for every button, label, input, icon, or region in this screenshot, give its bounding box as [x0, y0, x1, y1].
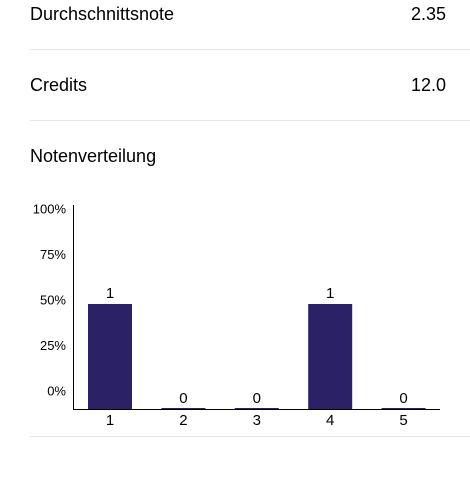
value-label: 0 — [179, 390, 187, 407]
y-tick-label: 75% — [40, 247, 66, 262]
value-label: 0 — [399, 390, 407, 407]
bar — [308, 304, 353, 409]
x-tick-label: 4 — [326, 412, 334, 429]
x-tick-label: 1 — [106, 412, 114, 429]
value-label: 0 — [253, 390, 261, 407]
row-value: 12.0 — [411, 75, 446, 95]
row-label: Durchschnittsnote — [30, 4, 174, 24]
y-tick-label: 50% — [40, 292, 66, 307]
bar — [381, 408, 426, 409]
y-tick-label: 100% — [33, 201, 67, 216]
bar — [88, 304, 132, 409]
value-label: 1 — [326, 285, 334, 302]
y-tick-label: 0% — [47, 383, 66, 398]
value-label: 1 — [106, 285, 114, 302]
x-tick-label: 5 — [399, 412, 407, 429]
row-label: Credits — [30, 75, 87, 95]
bar — [234, 408, 279, 409]
y-tick-label: 25% — [40, 338, 66, 353]
x-tick-label: 3 — [253, 412, 261, 429]
x-tick-label: 2 — [179, 412, 187, 429]
row-value: 2.35 — [411, 4, 446, 24]
bar — [161, 408, 206, 409]
section-title: Notenverteilung — [30, 146, 156, 166]
